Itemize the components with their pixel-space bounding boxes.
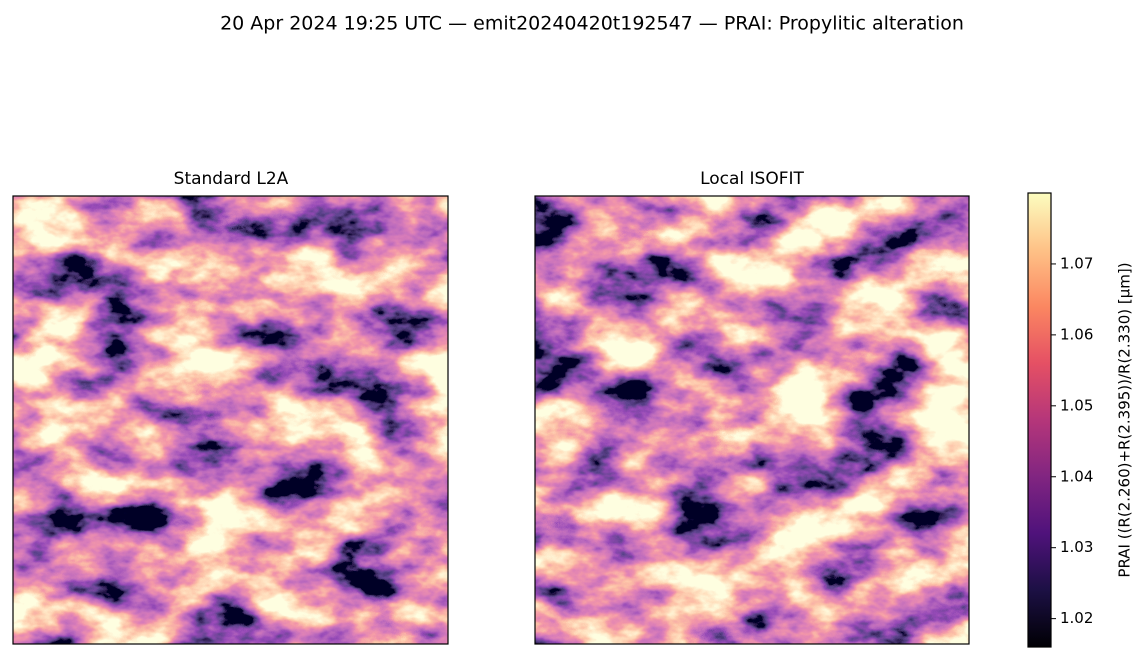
colorbar-label: PRAI ((R(2.260)+R(2.395))/R(2.330) [µm]) [1116,262,1134,577]
tick-label: 1.03 [1060,538,1093,556]
panel-title: Local ISOFIT [700,169,804,189]
tick-label: 1.05 [1060,396,1093,414]
panel-title: Standard L2A [174,169,289,189]
image-panel [13,196,448,644]
colorbar-ticks: 1.02 1.03 1.04 1.05 1.06 1.07 [1051,254,1093,627]
colorbar [1027,192,1052,648]
tick-label: 1.07 [1060,254,1093,272]
image-panel [535,196,969,644]
tick-label: 1.04 [1060,467,1093,485]
panel-frame [12,195,449,645]
panel-frame [534,195,970,645]
tick-label: 1.06 [1060,325,1093,343]
figure-title: 20 Apr 2024 19:25 UTC — emit20240420t192… [220,13,964,35]
tick-label: 1.02 [1060,609,1093,627]
